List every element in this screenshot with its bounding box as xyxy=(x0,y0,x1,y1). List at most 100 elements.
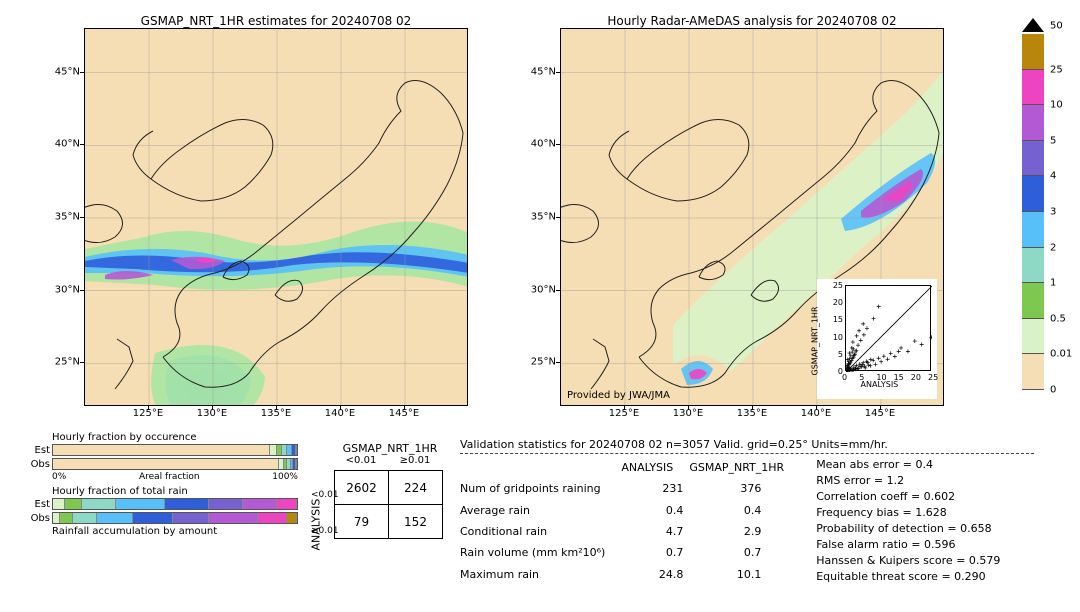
bar-seg xyxy=(65,499,82,509)
val-row-b: 0.7 xyxy=(689,543,790,564)
val-col-b: GSMAP_NRT_1HR xyxy=(689,458,790,479)
ctab-title: GSMAP_NRT_1HR xyxy=(334,442,446,455)
fraction-title-occurence: Hourly fraction by occurence xyxy=(52,432,298,443)
val-row-a: 0.7 xyxy=(611,543,689,564)
bar-seg xyxy=(53,445,270,455)
bar-seg xyxy=(116,499,165,509)
val-row-label: Rain volume (mm km²10⁶) xyxy=(460,543,611,564)
bar-seg xyxy=(82,499,116,509)
colorbar: 50 2510543210.50.010 xyxy=(1022,34,1044,390)
colorbar-tick: 4 xyxy=(1050,171,1056,182)
colorbar-tick: 3 xyxy=(1050,207,1056,218)
colorbar-tick: 1 xyxy=(1050,278,1056,289)
bar-seg xyxy=(60,513,72,523)
stat-line: Mean abs error = 0.4 xyxy=(816,458,1000,471)
inset-xtick: 10 xyxy=(876,373,886,382)
inset-scatter: GSMAP_NRT_1HR ANALYSIS 00551010151520202… xyxy=(817,279,937,399)
map-gsmap-box xyxy=(84,28,468,406)
inset-xtick: 25 xyxy=(928,373,938,382)
ctab-row0: <0.01 xyxy=(311,490,339,500)
fraction-axis-l: 0% xyxy=(52,472,66,482)
lat-tick: 30°N xyxy=(531,284,556,295)
inset-xtick: 15 xyxy=(894,373,904,382)
bar-seg xyxy=(296,459,297,469)
colorbar-seg xyxy=(1022,212,1044,248)
bar-seg xyxy=(209,499,243,509)
inset-ytick: 5 xyxy=(838,350,843,359)
colorbar-seg xyxy=(1022,283,1044,319)
val-row-label: Maximum rain xyxy=(460,565,611,586)
validation-block: Validation statistics for 20240708 02 n=… xyxy=(460,438,1056,586)
contingency-table: GSMAP_NRT_1HR <0.01 ≥0.01 2602224 79152 … xyxy=(308,442,446,539)
colorbar-tick: 0.5 xyxy=(1050,313,1066,324)
validation-table: ANALYSIS GSMAP_NRT_1HR Num of gridpoints… xyxy=(460,458,790,586)
lat-tick: 45°N xyxy=(531,66,556,77)
map-provided-label: Provided by JWA/JMA xyxy=(567,390,670,401)
val-row-label: Average rain xyxy=(460,501,611,522)
colorbar-seg xyxy=(1022,141,1044,177)
stat-line: False alarm ratio = 0.596 xyxy=(816,538,1000,551)
bar-seg xyxy=(243,499,277,509)
bar-seg xyxy=(287,513,297,523)
map-radar: Hourly Radar-AMeDAS analysis for 2024070… xyxy=(560,28,944,406)
inset-ytick: 0 xyxy=(838,367,843,376)
bar-label-obs2: Obs xyxy=(28,513,50,524)
colorbar-max-triangle xyxy=(1022,18,1044,32)
bar-occurence-obs xyxy=(52,458,298,470)
inset-xtick: 20 xyxy=(911,373,921,382)
colorbar-tick: 2 xyxy=(1050,242,1056,253)
lat-tick: 45°N xyxy=(55,66,80,77)
lat-tick: 30°N xyxy=(55,284,80,295)
bar-seg xyxy=(296,445,297,455)
bar-label-est: Est xyxy=(28,445,50,456)
ctab-c10: 79 xyxy=(335,505,389,539)
val-row-a: 4.7 xyxy=(611,522,689,543)
ctab-c01: 224 xyxy=(389,471,443,505)
inset-ytick: 15 xyxy=(833,315,843,324)
bar-occurence-est xyxy=(52,444,298,456)
lat-tick: 25°N xyxy=(531,357,556,368)
colorbar-tick-max: 50 xyxy=(1050,21,1063,32)
inset-xtick: 5 xyxy=(859,373,864,382)
colorbar-tick: 5 xyxy=(1050,135,1056,146)
bar-seg xyxy=(209,513,258,523)
colorbar-tick: 10 xyxy=(1050,100,1063,111)
val-row-a: 24.8 xyxy=(611,565,689,586)
bar-seg xyxy=(53,499,65,509)
bar-seg xyxy=(277,499,297,509)
inset-ytick: 10 xyxy=(833,333,843,342)
bar-seg xyxy=(133,513,172,523)
ctab-c11: 152 xyxy=(389,505,443,539)
bar-label-est2: Est xyxy=(28,499,50,510)
stat-line: Hanssen & Kuipers score = 0.579 xyxy=(816,554,1000,567)
colorbar-seg xyxy=(1022,105,1044,141)
bar-seg xyxy=(73,513,97,523)
lat-tick: 40°N xyxy=(531,139,556,150)
lat-tick: 35°N xyxy=(55,212,80,223)
lat-tick: 25°N xyxy=(55,357,80,368)
ctab-row1: ≥0.01 xyxy=(311,526,339,536)
fraction-axis-m: Areal fraction xyxy=(139,472,200,482)
inset-ytick: 25 xyxy=(833,281,843,290)
map-radar-title: Hourly Radar-AMeDAS analysis for 2024070… xyxy=(560,14,944,28)
ctab-col1: ≥0.01 xyxy=(388,455,442,466)
fraction-title-totalrain: Hourly fraction of total rain xyxy=(52,486,298,497)
colorbar-seg xyxy=(1022,248,1044,284)
val-row-b: 0.4 xyxy=(689,501,790,522)
bar-seg xyxy=(53,513,60,523)
bar-totalrain-obs xyxy=(52,512,298,524)
colorbar-tick: 25 xyxy=(1050,64,1063,75)
colorbar-seg xyxy=(1022,34,1044,70)
colorbar-seg xyxy=(1022,176,1044,212)
bar-seg xyxy=(270,445,277,455)
bar-seg xyxy=(97,513,134,523)
bar-seg xyxy=(173,513,210,523)
validation-header: Validation statistics for 20240708 02 n=… xyxy=(460,438,1056,451)
inset-ylabel: GSMAP_NRT_1HR xyxy=(811,306,820,375)
ctab-c00: 2602 xyxy=(335,471,389,505)
val-row-label: Conditional rain xyxy=(460,522,611,543)
val-row-label: Num of gridpoints raining xyxy=(460,479,611,500)
colorbar-seg xyxy=(1022,354,1044,390)
map-gsmap-title: GSMAP_NRT_1HR estimates for 20240708 02 xyxy=(84,14,468,28)
val-row-b: 376 xyxy=(689,479,790,500)
